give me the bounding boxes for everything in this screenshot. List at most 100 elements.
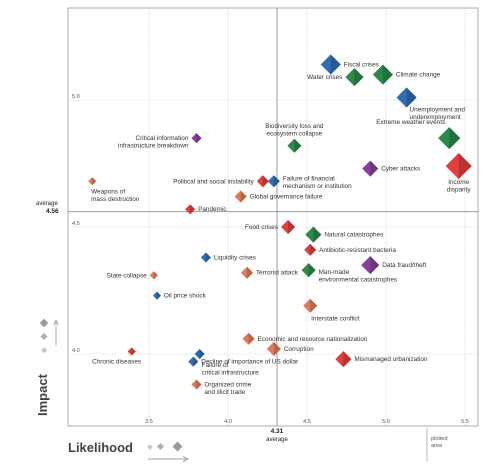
- risk-marker-shade: [273, 175, 280, 188]
- risk-marker-shade: [262, 175, 269, 188]
- risk-marker-shade: [370, 256, 380, 275]
- size-key-large-icon: [172, 441, 183, 452]
- risk-marker-shade: [246, 266, 253, 279]
- risk-point: Extreme weather events: [376, 119, 461, 150]
- average-x-value: 4.31: [271, 428, 284, 435]
- risk-label: Unemployment and underemployment: [410, 106, 466, 121]
- risk-marker-shade: [294, 138, 302, 153]
- y-tick-label: 4.0: [72, 348, 80, 354]
- risk-label: Extreme weather events: [376, 119, 445, 126]
- risk-label: Pandemic: [198, 206, 227, 213]
- risk-point: Pandemic: [185, 204, 227, 215]
- risk-point: Water crises: [307, 68, 364, 87]
- risk-label: Water crises: [307, 74, 342, 81]
- risk-point: Mismanaged urbanization: [335, 351, 428, 368]
- risk-point: Oil price shock: [152, 291, 207, 300]
- risk-label: Chronic diseases: [92, 358, 141, 365]
- risk-point: Income disparity: [445, 153, 472, 194]
- risk-point: Global governance failure: [234, 190, 323, 203]
- risk-point: Cyber attacks: [362, 160, 420, 177]
- average-lines: [68, 8, 478, 426]
- risk-marker-shade: [288, 220, 296, 234]
- risk-marker-shade: [343, 351, 352, 368]
- risk-point: Chronic diseases: [92, 347, 141, 365]
- risk-point: Man-made environmental catastrophes: [301, 263, 398, 284]
- average-x-label: average: [266, 437, 288, 443]
- risk-point: State collapse: [107, 271, 158, 280]
- risk-marker-shade: [240, 190, 247, 203]
- risk-marker-shade: [248, 332, 255, 345]
- risk-label: Man-made environmental catastrophes: [319, 269, 398, 284]
- risk-point: Decline of importance of US dollar: [188, 356, 299, 367]
- risk-point: Critical information infrastructure break…: [118, 133, 202, 150]
- risk-label: Economic and resource nationalization: [258, 336, 368, 343]
- risk-point: Political and social instability: [173, 175, 269, 188]
- risk-marker-shade: [273, 341, 281, 356]
- risk-marker-shade: [354, 68, 364, 87]
- risk-label: Data fraud/theft: [382, 262, 426, 269]
- risk-marker-shade: [92, 177, 97, 186]
- risk-label: Food crises: [245, 224, 278, 231]
- risk-marker-shade: [190, 204, 196, 215]
- size-key-small-icon: [147, 444, 153, 450]
- risk-point: Antibiotic-resistant bacteria: [304, 243, 396, 256]
- risk-label: Income disparity: [447, 179, 472, 194]
- risk-label: Natural catastrophes: [324, 232, 383, 239]
- risk-label: Fiscal crises: [344, 61, 379, 68]
- risk-label: Liquidity crises: [214, 254, 256, 261]
- risk-label: Corruption: [284, 346, 314, 353]
- average-y-label: average: [36, 201, 58, 207]
- risk-label: Political and social instability: [173, 178, 254, 185]
- risk-marker-shade: [382, 64, 393, 85]
- risk-marker-shade: [131, 347, 136, 356]
- average-y-value: 4.56: [46, 208, 59, 215]
- risk-marker-shade: [310, 243, 317, 256]
- risk-label: Critical information infrastructure break…: [118, 135, 189, 150]
- risk-point: Corruption: [266, 341, 314, 356]
- risk-point: Organized crime and illicit trade: [191, 379, 252, 396]
- risk-point: Terrorist attack: [240, 266, 299, 279]
- risk-label: Oil price shock: [164, 293, 207, 300]
- risk-marker-shade: [199, 349, 205, 359]
- plotted-area-label: plotted area: [431, 436, 448, 449]
- risk-marker-shade: [205, 252, 211, 263]
- y-axis-legend-key: [39, 318, 59, 354]
- risk-label: Interstate conflict: [311, 316, 360, 323]
- data-points: Fiscal crises Climate change Water crises U…: [88, 54, 472, 396]
- risk-marker-shade: [153, 271, 158, 280]
- risk-point: Natural catastrophes: [305, 226, 383, 243]
- risk-marker-shade: [196, 133, 202, 144]
- risk-label: Failure of critical infrastructure: [202, 362, 260, 377]
- size-key-medium-icon: [156, 442, 165, 451]
- risk-label: Climate change: [396, 72, 441, 79]
- y-tick-label: 5.0: [72, 94, 80, 100]
- risk-point: Food crises: [245, 220, 296, 234]
- risk-point: Fiscal crises: [320, 54, 379, 75]
- risk-marker-shade: [308, 263, 316, 278]
- risk-label: Weapons of mass destruction: [91, 188, 140, 203]
- risk-point: Climate change: [372, 64, 441, 85]
- size-key-medium-icon: [40, 332, 48, 341]
- risk-label: Biodiversity loss and ecosystem collapse: [265, 123, 324, 138]
- x-axis-title: Likelihood: [68, 440, 133, 455]
- risk-label: Decline of importance of US dollar: [201, 359, 299, 366]
- right-arrow-icon: [182, 456, 189, 462]
- risk-marker-shade: [310, 298, 318, 313]
- risk-marker-shade: [449, 127, 461, 150]
- x-axis-legend-key: [147, 441, 189, 462]
- size-key-large-icon: [39, 318, 49, 328]
- x-tick-label: 5.5: [461, 419, 469, 425]
- grid: [67, 7, 479, 427]
- y-tick-label: 4.5: [72, 221, 80, 227]
- axis-ticks: 3.5 4.0 4.5 5.0 5.5 4.0 4.5 5.0 4.31 average avera…: [36, 94, 469, 443]
- risk-marker-shade: [313, 226, 322, 243]
- risk-point: Economic and resource nationalization: [242, 332, 368, 345]
- risk-point: Interstate conflict: [303, 298, 360, 323]
- size-key-small-icon: [41, 347, 48, 354]
- risk-marker-shade: [196, 379, 202, 390]
- risk-marker-shade: [330, 54, 341, 75]
- x-tick-label: 4.5: [303, 419, 311, 425]
- risk-label: State collapse: [107, 272, 148, 279]
- plot-frame: [67, 7, 479, 427]
- risk-marker-shade: [370, 160, 379, 177]
